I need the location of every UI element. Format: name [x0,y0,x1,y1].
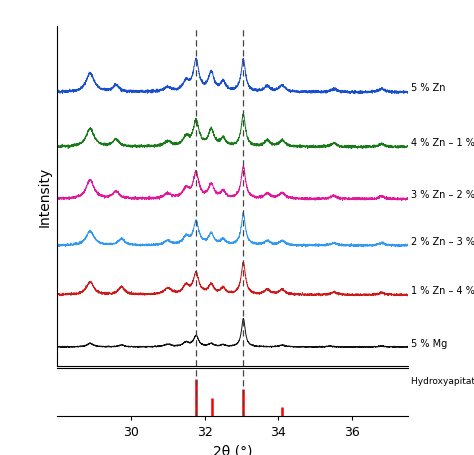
Text: 3 % Zn – 2 % Mg: 3 % Zn – 2 % Mg [411,190,474,200]
Text: 4 % Zn – 1 % Mg: 4 % Zn – 1 % Mg [411,138,474,148]
Text: 2 % Zn – 3 % Mg: 2 % Zn – 3 % Mg [411,236,474,246]
Text: 5 % Zn: 5 % Zn [411,83,446,93]
Text: 1 % Zn – 4 % Mg: 1 % Zn – 4 % Mg [411,285,474,295]
Y-axis label: Intensity: Intensity [37,167,51,227]
Text: 5 % Mg: 5 % Mg [411,338,447,348]
X-axis label: 2θ (°): 2θ (°) [212,444,252,455]
Text: Hydroxyapitate, PDF 9-432: Hydroxyapitate, PDF 9-432 [411,376,474,385]
